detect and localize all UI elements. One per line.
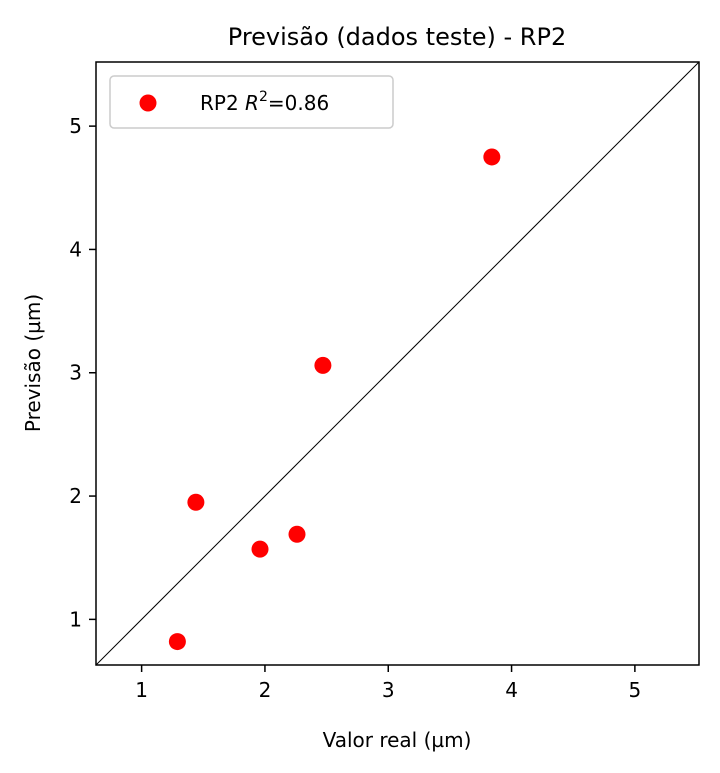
- y-tick-label-3: 3: [69, 361, 82, 385]
- y-tick-label-1: 1: [69, 607, 82, 631]
- data-point-1: [168, 633, 186, 651]
- data-point-3: [251, 540, 269, 558]
- data-points-layer: [168, 148, 501, 651]
- x-tick-label-2: 2: [259, 678, 272, 702]
- legend-frame: [109, 75, 394, 129]
- x-tick-label-4: 4: [505, 678, 518, 702]
- y-axis-label: Previsão (µm): [21, 294, 45, 432]
- legend-label-exponent: 2: [259, 89, 268, 105]
- legend-label-r: R: [245, 91, 259, 115]
- x-tick-label-5: 5: [629, 678, 642, 702]
- data-point-6: [483, 148, 501, 166]
- chart-title: Previsão (dados teste) - RP2: [228, 23, 566, 51]
- legend-label-suffix: =0.86: [268, 91, 329, 115]
- data-point-4: [288, 525, 306, 543]
- x-axis-label: Valor real (µm): [323, 728, 472, 752]
- data-point-5: [314, 356, 332, 374]
- legend: RP2 R2=0.86: [109, 75, 394, 129]
- legend-marker: [139, 94, 157, 112]
- legend-label-prefix: RP2: [200, 91, 245, 115]
- x-tick-label-3: 3: [382, 678, 395, 702]
- y-tick-label-5: 5: [69, 114, 82, 138]
- axis-ticks-layer: 1 2 3 4 5 1 2 3 4 5: [69, 114, 641, 702]
- data-point-2: [187, 493, 205, 511]
- x-tick-label-1: 1: [135, 678, 148, 702]
- y-tick-label-2: 2: [69, 484, 82, 508]
- legend-label: RP2 R2=0.86: [200, 89, 329, 115]
- plot-frame: [95, 61, 700, 666]
- y-tick-label-4: 4: [69, 237, 82, 261]
- identity-reference-line: [95, 61, 700, 666]
